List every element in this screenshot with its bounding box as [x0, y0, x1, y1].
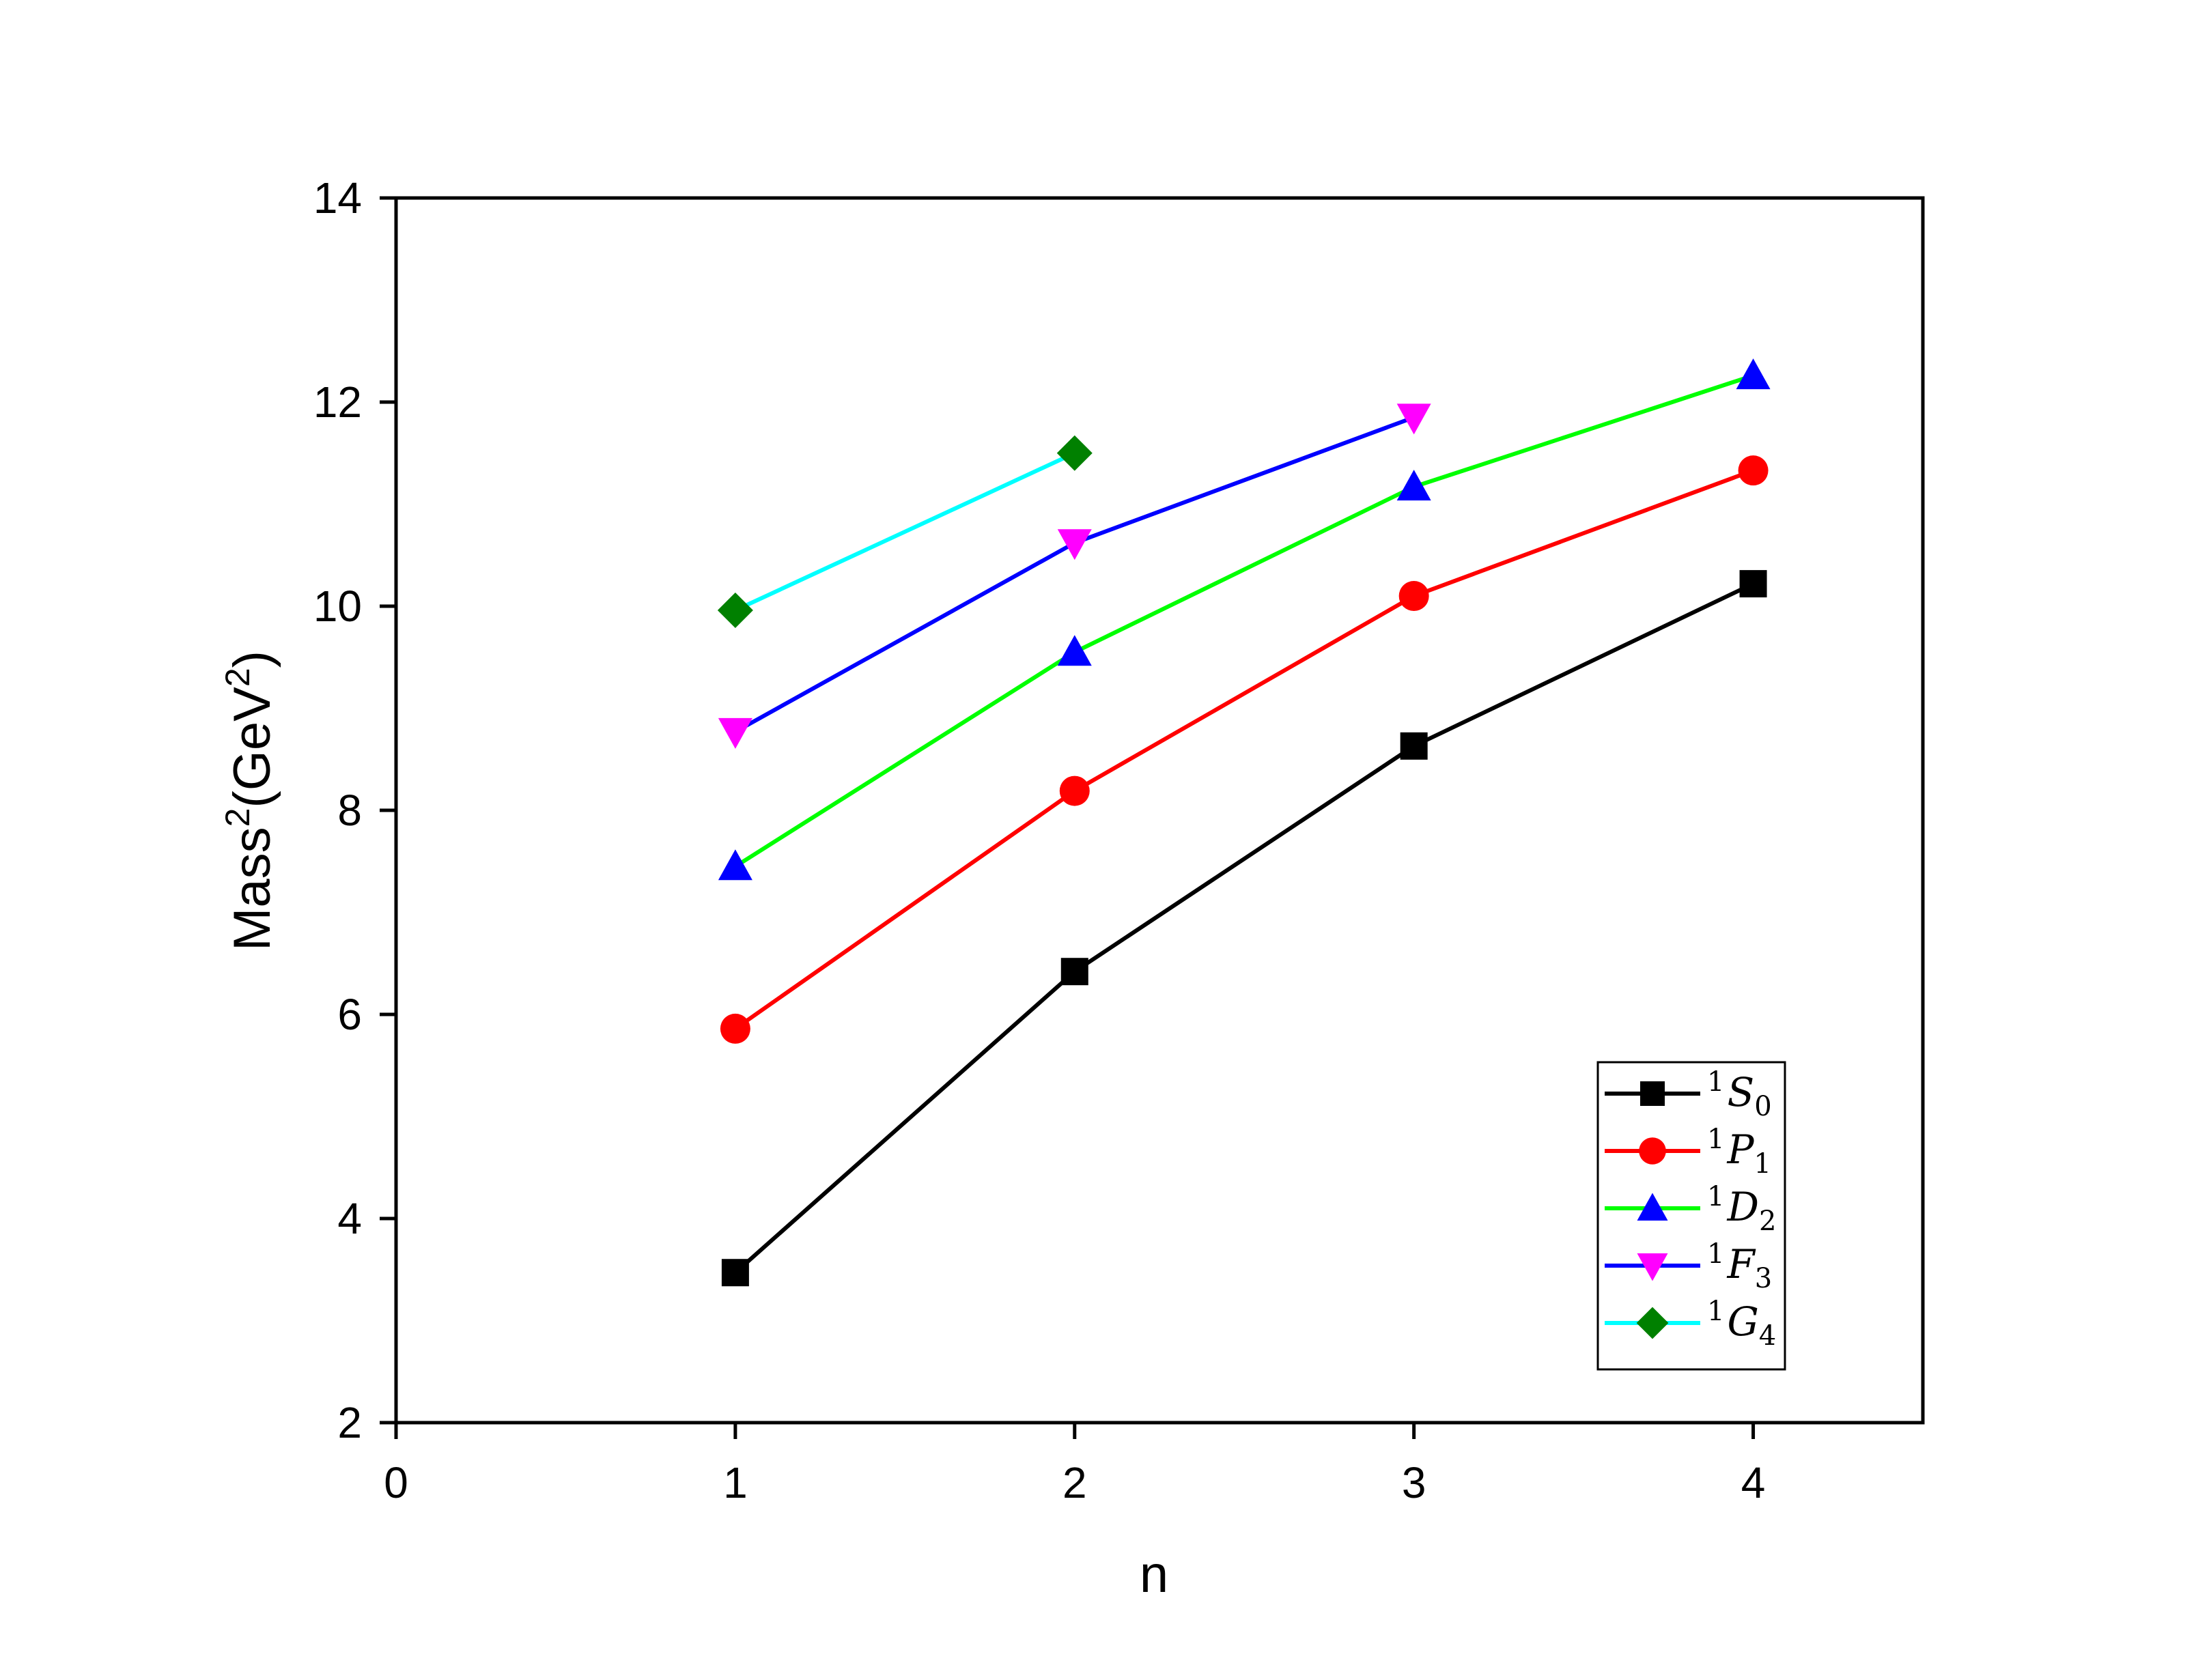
legend-marker	[1636, 1307, 1669, 1339]
legend-label: 1P1	[1707, 1124, 1771, 1180]
data-point	[717, 592, 753, 628]
data-point	[1060, 958, 1088, 986]
series-line	[734, 373, 1754, 868]
series-d	[718, 358, 1771, 881]
series-line	[734, 451, 1076, 612]
y-tick-label: 4	[337, 1194, 362, 1243]
legend-entry: 1S0	[1605, 1066, 1772, 1122]
data-point	[1400, 732, 1428, 760]
x-tick-label: 3	[1402, 1458, 1426, 1507]
series-s	[721, 570, 1767, 1287]
legend-label-main: S	[1727, 1069, 1754, 1115]
legend-label: 1D2	[1707, 1181, 1776, 1237]
legend-entry: 1F3	[1605, 1238, 1772, 1294]
x-tick-label: 1	[723, 1458, 748, 1507]
legend-marker	[1637, 1253, 1668, 1281]
y-axis-title-close: )	[223, 651, 281, 668]
y-tick-label: 10	[313, 582, 362, 631]
legend-entry: 1P1	[1605, 1124, 1771, 1180]
legend-label-sub: 2	[1759, 1206, 1776, 1237]
x-axis-title: n	[1140, 1546, 1168, 1604]
legend-entry: 1D2	[1605, 1181, 1776, 1237]
x-tick-label: 0	[384, 1458, 408, 1507]
legend-label-sub: 1	[1754, 1148, 1771, 1180]
legend-label-sup: 1	[1707, 1238, 1724, 1270]
data-point	[718, 849, 752, 881]
legend-marker	[1639, 1137, 1666, 1165]
y-axis-title-unit: (GeV	[223, 687, 281, 808]
x-tick-label: 2	[1062, 1458, 1087, 1507]
y-tick-label: 8	[337, 786, 362, 835]
y-tick-label: 2	[337, 1398, 362, 1447]
data-point	[1059, 775, 1090, 806]
series-f	[718, 403, 1431, 749]
legend-entry: 1G4	[1605, 1296, 1776, 1352]
legend-label-main: P	[1726, 1126, 1754, 1173]
legend-label-sub: 0	[1754, 1091, 1771, 1122]
legend-label: 1F3	[1707, 1238, 1772, 1294]
data-point	[1056, 435, 1093, 471]
legend-label: 1G4	[1707, 1296, 1776, 1352]
data-point	[1398, 581, 1429, 612]
data-point	[1396, 470, 1431, 501]
series-p	[720, 455, 1769, 1044]
data-point	[1396, 403, 1431, 435]
y-axis-title: Mass2(GeV2)	[219, 651, 281, 951]
series-layer	[717, 358, 1771, 1287]
y-axis-title-unit-sup: 2	[219, 668, 257, 687]
legend-marker	[1640, 1081, 1665, 1106]
legend-label: 1S0	[1707, 1066, 1772, 1122]
legend-label-main: G	[1727, 1298, 1758, 1345]
legend-label-sup: 1	[1707, 1124, 1724, 1155]
legend-label-sub: 4	[1759, 1320, 1776, 1352]
series-line	[734, 468, 1754, 1031]
legend-label-main: F	[1726, 1241, 1756, 1287]
legend-label-main: D	[1726, 1184, 1759, 1230]
data-point	[1057, 635, 1092, 666]
data-point	[1738, 455, 1769, 486]
y-axis-title-sup: 2	[219, 808, 257, 827]
y-axis-title-main: Mass	[223, 827, 281, 951]
y-tick-label: 12	[313, 378, 362, 427]
legend-label-sup: 1	[1707, 1066, 1724, 1098]
legend-label-sub: 3	[1755, 1263, 1772, 1294]
data-point	[718, 717, 752, 749]
legend-label-sup: 1	[1707, 1181, 1724, 1212]
y-tick-label: 14	[313, 173, 362, 223]
series-g	[717, 435, 1093, 628]
legend-label-sup: 1	[1707, 1296, 1724, 1327]
y-tick-label: 6	[337, 990, 362, 1039]
legend-marker	[1637, 1193, 1668, 1221]
data-point	[1739, 570, 1767, 598]
data-point	[1057, 529, 1092, 560]
x-tick-label: 4	[1741, 1458, 1766, 1507]
legend-box	[1596, 1061, 1786, 1371]
data-point	[721, 1259, 749, 1287]
series-line	[733, 582, 1754, 1275]
data-point	[1736, 358, 1771, 390]
data-point	[720, 1013, 750, 1044]
